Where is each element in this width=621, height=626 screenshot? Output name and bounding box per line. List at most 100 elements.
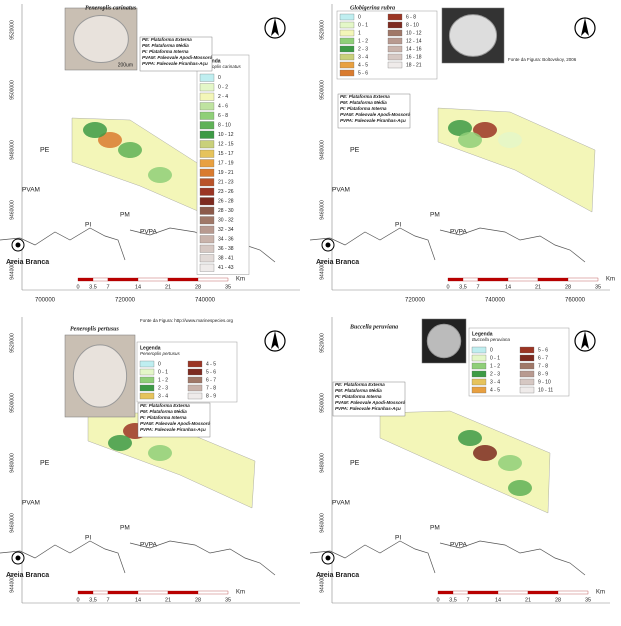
legend-label: 0: [158, 361, 161, 367]
distribution-patch: [458, 132, 482, 148]
legend-swatch: [200, 150, 214, 158]
legend-label: 16 - 18: [406, 54, 422, 60]
legend-label: 8 - 9: [206, 393, 216, 399]
scale-unit: Km: [236, 590, 245, 596]
legend-swatch: [340, 62, 354, 68]
legend-swatch: [140, 369, 154, 375]
zone-label: PVPA: Paleovale Piranhas-Açu: [142, 61, 208, 66]
zone-label: PE: Plataforma Externa: [140, 403, 190, 408]
distribution-patch: [148, 167, 172, 183]
coastline: [310, 541, 585, 575]
scale-label: 14: [135, 284, 141, 290]
scale-label: 28: [195, 597, 201, 603]
map-panel: 9520000950000094800009460000944000070000…: [0, 4, 300, 304]
legend-label: 6 - 8: [218, 113, 228, 119]
map-panel: 95200009500000948000094600009440000PEPVA…: [310, 317, 610, 603]
legend-label: 12 - 15: [218, 142, 234, 148]
species-title: Peneroplis carinatus: [85, 5, 137, 11]
map-label: PVPA: [140, 542, 158, 549]
location-marker-dot: [326, 556, 331, 561]
legend-label: 21 - 23: [218, 180, 234, 186]
legend-swatch: [340, 70, 354, 76]
scale-label: 14: [495, 597, 501, 603]
distribution-patch: [473, 445, 497, 461]
distribution-patch: [508, 480, 532, 496]
map-label: Areia Branca: [6, 259, 49, 266]
zone-label: PM: Plataforma Média: [140, 409, 187, 414]
legend-swatch: [200, 207, 214, 215]
legend-swatch: [520, 347, 534, 353]
map-label: PVPA: [140, 229, 158, 236]
legend-label: 14 - 16: [406, 46, 422, 52]
map-label: PM: [120, 212, 130, 219]
scale-label: 21: [535, 284, 541, 290]
map-label: PI: [85, 535, 91, 542]
scale-label: 35: [225, 597, 231, 603]
map-label: Areia Branca: [316, 572, 359, 579]
specimen-shell: [427, 324, 460, 357]
scale-label: 28: [195, 284, 201, 290]
scale-segment: [448, 278, 463, 281]
map-label: PE: [350, 147, 360, 154]
legend-label: 23 - 26: [218, 189, 234, 195]
scale-segment: [198, 278, 228, 281]
map-label: PI: [395, 222, 401, 229]
legend-label: 7 - 8: [206, 385, 216, 391]
location-marker-dot: [16, 243, 21, 248]
legend-label: 15 - 17: [218, 151, 234, 157]
scale-segment: [93, 278, 108, 281]
legend-swatch: [200, 160, 214, 168]
legend-swatch: [472, 371, 486, 377]
scale-label: 7: [106, 284, 109, 290]
scale-segment: [168, 591, 198, 594]
species-title: Globigerina rubra: [350, 5, 395, 11]
zone-label: PM: Plataforma Média: [340, 100, 387, 105]
x-coord-label: 720000: [405, 298, 426, 304]
legend-label: 6 - 7: [206, 377, 216, 383]
scale-segment: [453, 591, 468, 594]
legend-swatch: [200, 198, 214, 206]
legend-label: 34 - 36: [218, 237, 234, 243]
legend-swatch: [200, 84, 214, 92]
zone-label: PI: Plataforma Interna: [335, 394, 382, 399]
scale-label: 7: [466, 597, 469, 603]
legend-swatch: [140, 377, 154, 383]
legend-label: 8 - 10: [218, 123, 231, 129]
zone-label: PI: Plataforma Interna: [142, 49, 189, 54]
scale-segment: [508, 278, 538, 281]
legend-label: 28 - 30: [218, 208, 234, 214]
legend-swatch: [388, 46, 402, 52]
legend-swatch: [188, 361, 202, 367]
legend-label: 12 - 14: [406, 38, 422, 44]
legend-swatch: [472, 355, 486, 361]
scale-segment: [568, 278, 598, 281]
map-label: PVAM: [22, 187, 40, 194]
zone-label: PVAM: Paleovale Apodi-Mossoró: [340, 112, 411, 117]
zone-label: PI: Plataforma Interna: [340, 106, 387, 111]
scale-segment: [528, 591, 558, 594]
legend-label: 0: [218, 75, 221, 81]
legend-swatch: [188, 385, 202, 391]
legend-swatch: [200, 131, 214, 139]
scale-label: 35: [225, 284, 231, 290]
scale-label: 0: [446, 284, 449, 290]
coastline: [310, 228, 585, 262]
coastline: [0, 541, 275, 575]
legend-swatch: [340, 22, 354, 28]
legend-label: 8 - 10: [406, 22, 419, 28]
legend-label: 6 - 7: [538, 355, 548, 361]
y-coord-label: 9480000: [9, 140, 15, 160]
y-coord-label: 9500000: [9, 393, 15, 413]
scale-unit: Km: [606, 277, 615, 283]
legend-label: 0 - 1: [358, 22, 368, 28]
zone-label: PE: Plataforma Externa: [142, 37, 192, 42]
legend-swatch: [200, 169, 214, 177]
scale-segment: [558, 591, 588, 594]
map-label: PM: [430, 212, 440, 219]
y-coord-label: 9520000: [319, 333, 325, 353]
legend-swatch: [520, 371, 534, 377]
legend-swatch: [200, 264, 214, 272]
y-coord-label: 9460000: [9, 200, 15, 220]
scale-label: 3,5: [89, 597, 97, 603]
legend-swatch: [520, 363, 534, 369]
